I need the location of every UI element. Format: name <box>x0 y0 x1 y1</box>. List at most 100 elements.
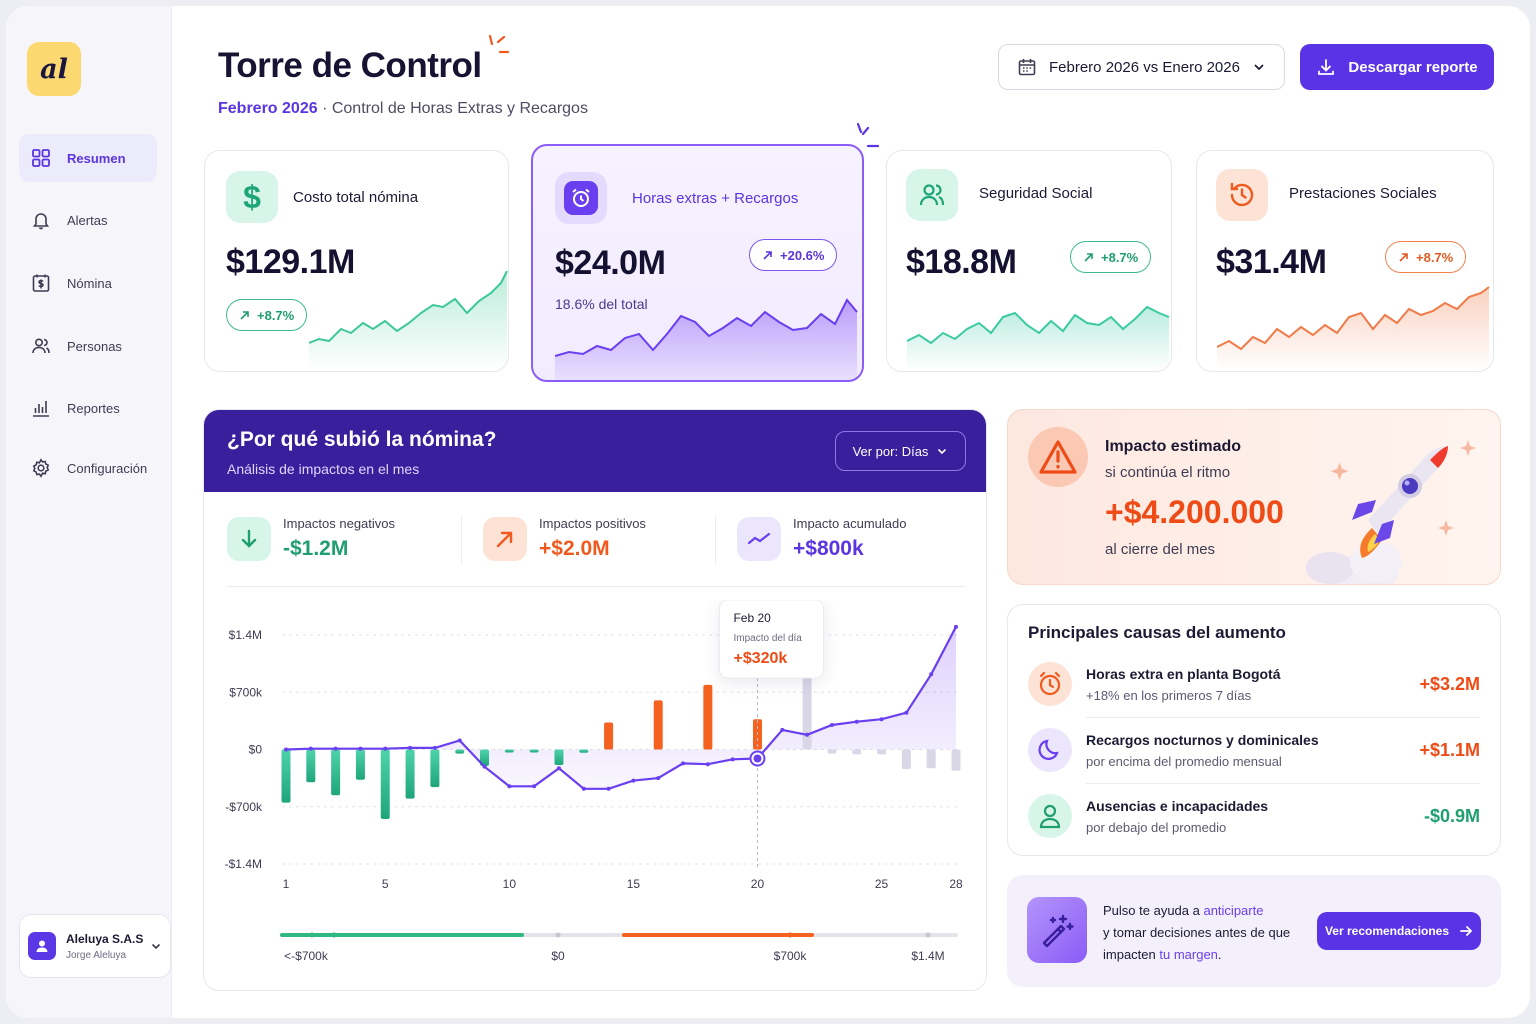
impact-label: Impacto acumulado <box>793 516 907 531</box>
why-panel-subtitle: Análisis de impactos en el mes <box>227 461 420 477</box>
sidebar-item-nomina[interactable]: Nómina <box>19 259 157 307</box>
bar-day-11 <box>529 749 539 753</box>
cumulative-point-day-1 <box>284 747 288 752</box>
kpi-card-horas-extras[interactable]: Horas extras + Recargos $24.0M +20.6% 18… <box>531 144 864 382</box>
sidebar-item-label: Configuración <box>67 460 148 476</box>
sidebar-item-configuracion[interactable]: Configuración <box>19 444 157 492</box>
sidebar-item-resumen[interactable]: Resumen <box>19 134 157 182</box>
tooltip-value: +$320k <box>733 650 787 667</box>
sidebar-item-reportes[interactable]: Reportes <box>19 384 157 432</box>
pulso-text-3: impacten <box>1103 947 1160 962</box>
trend-line-icon <box>737 516 781 561</box>
kpi-label: Seguridad Social <box>979 185 1093 202</box>
bar-day-27 <box>926 749 936 769</box>
kpi-share: 18.6% del total <box>555 296 648 312</box>
download-report-button[interactable]: Descargar reporte <box>1300 44 1494 90</box>
x-tick-label: 5 <box>382 877 389 891</box>
cumulative-point-day-28 <box>954 624 958 629</box>
bar-day-26 <box>901 749 911 770</box>
moon-icon <box>1028 728 1072 772</box>
sidebar-item-label: Alertas <box>67 212 108 228</box>
impacto-value: +$4.200.000 <box>1105 494 1284 530</box>
kpi-card-costo-total[interactable]: $ Costo total nómina $129.1M +8.7% <box>204 150 509 372</box>
range-marker <box>331 932 337 938</box>
y-tick-label: $1.4M <box>229 628 262 642</box>
sidebar-item-label: Resumen <box>67 150 126 166</box>
kpi-card-seguridad-social[interactable]: Seguridad Social $18.8M +8.7% <box>886 150 1172 372</box>
app-window: al Resumen Alertas Nómina Personas Repor… <box>6 6 1530 1018</box>
cause-title: Ausencias e incapacidades <box>1086 797 1269 814</box>
cumulative-point-day-9 <box>482 764 487 769</box>
bell-icon <box>32 213 50 230</box>
arrow-down-icon <box>227 516 271 561</box>
sparkle-icon <box>488 34 510 54</box>
impacto-footer: al cierre del mes <box>1105 541 1216 558</box>
bar-day-8 <box>455 749 465 754</box>
pulso-link-anticiparte[interactable]: anticiparte <box>1203 903 1264 918</box>
sidebar-item-personas[interactable]: Personas <box>19 322 157 370</box>
trend-up-icon <box>240 311 249 320</box>
download-icon <box>1318 59 1335 75</box>
cumulative-point-day-24 <box>854 719 859 724</box>
cause-subtitle: +18% en los primeros 7 días <box>1086 687 1252 703</box>
impact-chart[interactable]: $1.4M$700k$0-$700k-$1.4M1 5 10 15 20 25 28Feb … <box>204 600 987 991</box>
sidebar-item-alertas[interactable]: Alertas <box>19 196 157 244</box>
arrow-up-right-icon <box>483 516 527 561</box>
kpi-change: +8.7% <box>1416 249 1454 265</box>
cause-title: Recargos nocturnos y dominicales <box>1086 731 1319 748</box>
cause-subtitle: por encima del promedio mensual <box>1086 753 1282 769</box>
bar-day-5 <box>380 749 390 820</box>
sidebar-item-label: Personas <box>67 338 122 354</box>
cause-title: Horas extra en planta Bogotá <box>1086 665 1281 682</box>
impact-negativos: Impactos negativos -$1.2M <box>227 516 395 561</box>
kpi-card-prestaciones[interactable]: Prestaciones Sociales $31.4M +8.7% <box>1196 150 1494 372</box>
sidebar: al Resumen Alertas Nómina Personas Repor… <box>6 6 172 1018</box>
pulso-text-4: . <box>1217 947 1222 962</box>
cumulative-point-day-12 <box>556 766 561 771</box>
cumulative-point-day-3 <box>333 746 338 751</box>
cumulative-area <box>286 626 956 789</box>
trend-up-icon <box>1084 253 1093 262</box>
ver-recomendaciones-button[interactable]: Ver recomendaciones <box>1317 912 1481 950</box>
app-logo[interactable]: al <box>27 42 81 96</box>
bar-day-12 <box>554 749 564 766</box>
cause-item[interactable]: Ausencias e incapacidades por debajo del … <box>1028 785 1480 847</box>
cause-item[interactable]: Recargos nocturnos y dominicales por enci… <box>1028 719 1480 781</box>
alarm-clock-icon <box>555 172 607 224</box>
bar-day-9 <box>480 749 490 766</box>
subtitle-text: · Control de Horas Extras y Recargos <box>322 100 588 117</box>
impact-value: +$800k <box>793 537 864 560</box>
impacto-subtitle: si continúa el ritmo <box>1105 464 1231 481</box>
range-label: $700k <box>774 949 808 963</box>
kpi-change-badge: +8.7% <box>1070 241 1152 273</box>
cumulative-point-day-16 <box>656 776 661 781</box>
kpi-change-badge: +8.7% <box>1385 241 1467 273</box>
highlight-marker-dot <box>753 754 762 763</box>
bar-day-4 <box>355 749 365 780</box>
cumulative-line <box>285 626 957 790</box>
kpi-label: Costo total nómina <box>293 189 419 206</box>
page-subtitle: Febrero 2026 · Control de Horas Extras y… <box>218 100 588 118</box>
cause-item[interactable]: Horas extra en planta Bogotá +18% en los … <box>1028 653 1480 715</box>
bar-day-25 <box>877 749 887 755</box>
pulso-link-margen[interactable]: tu margen <box>1159 947 1218 962</box>
view-by-select[interactable]: Ver por: Días <box>835 431 966 471</box>
date-range-select[interactable]: Febrero 2026 vs Enero 2026 <box>998 44 1285 90</box>
pulso-card: Pulso te ayuda a anticiparte y tomar dec… <box>1007 875 1501 987</box>
avatar <box>28 932 56 960</box>
people-icon <box>906 169 958 221</box>
bar-day-24 <box>852 749 862 755</box>
user-icon <box>36 940 48 952</box>
arrow-right-icon <box>1460 926 1473 936</box>
dollar-icon: $ <box>226 171 278 223</box>
user-name: Jorge Aleluya <box>66 949 127 961</box>
account-switcher[interactable]: Aleluya S.A.S Jorge Aleluya <box>19 914 171 978</box>
tooltip <box>718 600 824 679</box>
divider <box>715 516 716 564</box>
payroll-icon <box>32 274 50 292</box>
date-range-label: Febrero 2026 vs Enero 2026 <box>1049 58 1240 76</box>
range-label: $0 <box>551 949 565 963</box>
pulso-text-2: y tomar decisiones antes de que <box>1103 925 1291 940</box>
history-icon <box>1216 169 1268 221</box>
cumulative-point-day-5 <box>383 746 388 751</box>
